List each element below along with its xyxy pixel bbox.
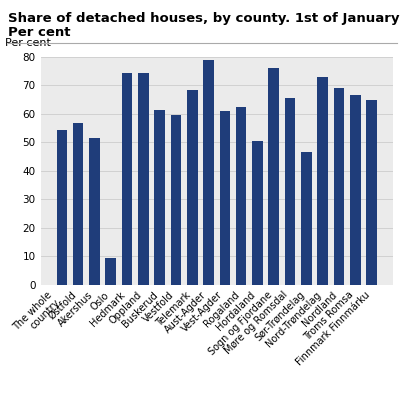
Text: Share of detached houses, by county. 1st of January 2006.: Share of detached houses, by county. 1st… xyxy=(8,12,405,25)
Bar xyxy=(318,77,328,285)
Bar xyxy=(89,138,100,285)
Bar xyxy=(171,116,181,285)
Bar xyxy=(122,72,132,285)
Bar xyxy=(285,98,295,285)
Bar xyxy=(138,72,149,285)
Bar xyxy=(73,123,83,285)
Bar xyxy=(301,152,311,285)
Bar xyxy=(350,95,360,285)
Bar xyxy=(220,111,230,285)
Bar xyxy=(57,129,67,285)
Bar xyxy=(203,60,214,285)
Bar xyxy=(252,141,263,285)
Bar xyxy=(334,88,344,285)
Bar xyxy=(236,107,246,285)
Bar xyxy=(269,68,279,285)
Bar xyxy=(366,100,377,285)
Text: Per cent: Per cent xyxy=(8,26,70,39)
Text: Per cent: Per cent xyxy=(5,38,51,48)
Bar xyxy=(187,90,198,285)
Bar xyxy=(105,258,116,285)
Bar xyxy=(154,109,165,285)
